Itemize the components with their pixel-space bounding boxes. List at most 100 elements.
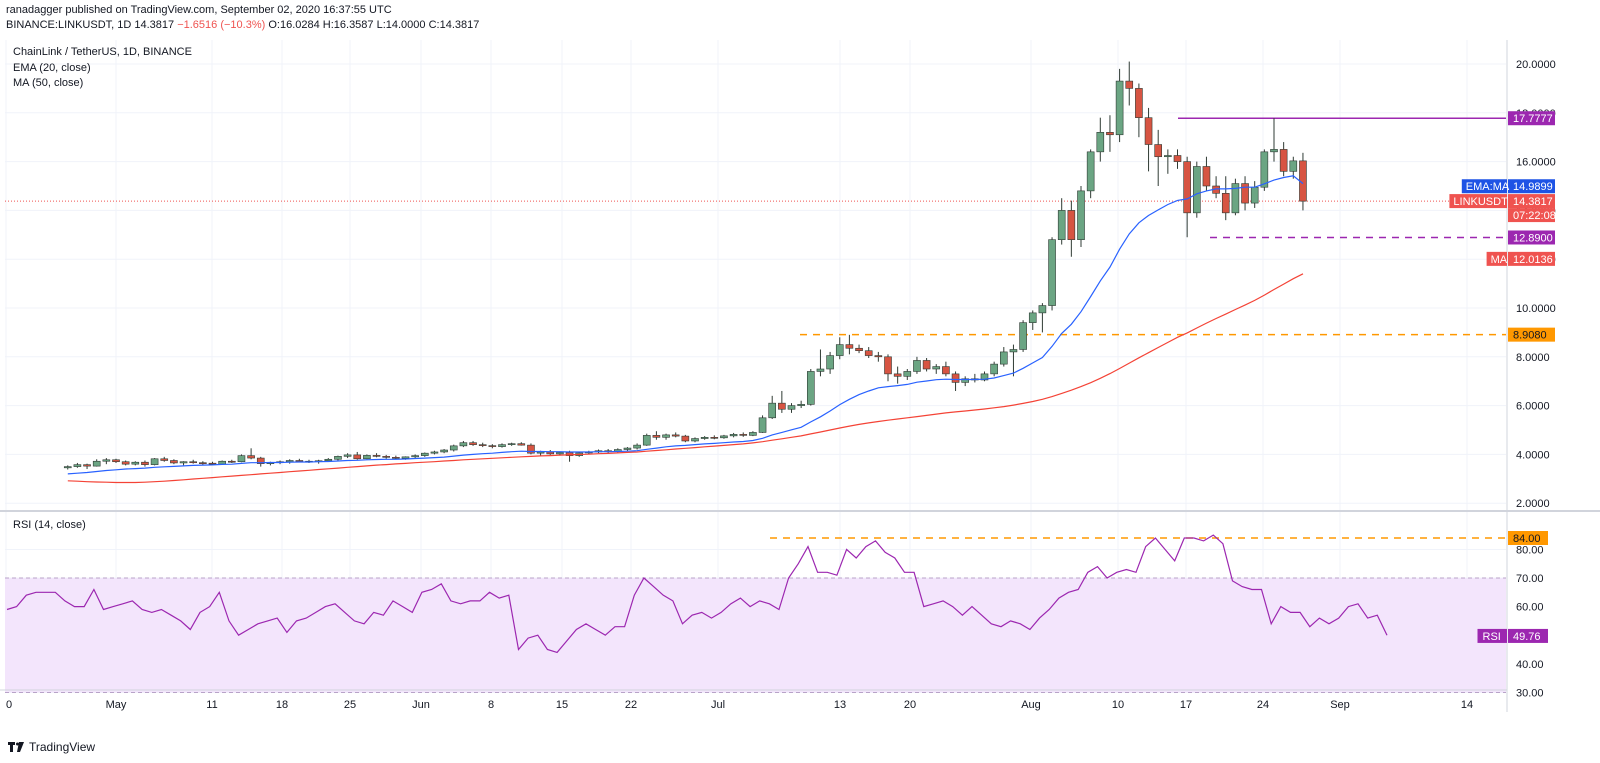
time-label-16: Sep — [1330, 699, 1350, 711]
price-tick-7: 16.0000 — [1516, 157, 1556, 169]
candle-body — [922, 360, 931, 370]
price-change: −1.6516 (−10.3%) — [177, 19, 266, 31]
price-tick-2: 6.0000 — [1516, 401, 1550, 413]
candle-body — [1270, 149, 1278, 153]
candle-body — [392, 457, 400, 459]
candle-body — [334, 456, 342, 460]
candle-body — [691, 438, 699, 442]
candle-body — [845, 344, 854, 349]
candle — [1028, 310, 1037, 330]
candle-body — [469, 442, 477, 445]
candle — [1019, 320, 1027, 352]
candle-body — [961, 378, 970, 383]
candle-body — [430, 451, 439, 454]
candle-body — [642, 435, 651, 446]
rsi-tag-value: 84.00 — [1513, 533, 1541, 545]
candle — [999, 347, 1008, 367]
time-label-0: 0 — [6, 699, 12, 711]
candle-body — [758, 417, 767, 433]
candle-body — [884, 356, 892, 375]
candle — [971, 373, 979, 383]
candle — [913, 356, 921, 374]
candle-body — [83, 464, 91, 467]
time-label-7: 15 — [556, 699, 568, 711]
candle-body — [729, 434, 738, 437]
footer-brand[interactable]: TradingView — [8, 740, 95, 754]
candle — [739, 432, 748, 437]
candle-body — [1057, 210, 1066, 240]
candle-body — [382, 456, 391, 458]
candle — [1183, 156, 1191, 238]
candle-body — [951, 373, 960, 383]
price-tag-value: 14.9899 — [1513, 181, 1553, 193]
candle — [459, 440, 468, 448]
price-tick-3: 8.0000 — [1516, 352, 1550, 364]
candle — [1270, 118, 1278, 162]
candle — [1212, 176, 1220, 199]
candle — [83, 463, 91, 470]
price-tags: 17.777714.9899EMA:MA14.3817LINKUSDT07:22… — [1449, 111, 1556, 643]
rsi-tag-box — [1508, 628, 1548, 643]
candle — [353, 451, 362, 460]
candle — [816, 349, 825, 377]
candle-body — [623, 447, 632, 450]
candle-body — [1038, 305, 1047, 314]
candle-body — [1241, 183, 1249, 204]
candle-body — [893, 373, 902, 377]
price-tag-label: EMA:MA — [1466, 181, 1510, 193]
price-tag-4: 12.0136 MA — [1486, 251, 1555, 266]
candle-body — [1135, 88, 1143, 118]
candle — [758, 415, 767, 433]
candle-body — [363, 455, 371, 460]
candle — [1125, 61, 1134, 106]
time-label-8: 22 — [625, 699, 637, 711]
candle-body — [826, 355, 834, 370]
candle-body — [199, 462, 207, 464]
candle-body — [1260, 151, 1269, 188]
legend-rsi: RSI (14, close) — [13, 519, 86, 531]
candle — [73, 462, 82, 468]
candle-body — [372, 455, 381, 457]
candle-body — [247, 455, 255, 459]
candle — [228, 459, 236, 463]
candle-body — [1202, 166, 1211, 187]
publisher-line: ranadagger published on TradingView.com,… — [6, 4, 392, 16]
candle — [749, 431, 757, 437]
candle-body — [112, 459, 120, 463]
candle-body — [1009, 349, 1018, 353]
candle-body — [980, 373, 989, 381]
candle-body — [1144, 117, 1153, 145]
candle — [92, 459, 101, 467]
candle-body — [295, 460, 304, 462]
price-tick-9: 20.0000 — [1516, 59, 1556, 71]
time-label-9: Jul — [711, 699, 725, 711]
ohlc-line: BINANCE:LINKUSDT, 1D 14.3817 −1.6516 (−1… — [6, 19, 479, 31]
candle — [1135, 83, 1143, 138]
candle-body — [440, 449, 448, 453]
candle — [150, 458, 159, 466]
price-tag-box — [1508, 327, 1555, 342]
candle-body — [478, 444, 487, 446]
candle-body — [324, 458, 333, 462]
candle — [372, 453, 381, 458]
candles — [63, 61, 1307, 470]
candle-body — [179, 461, 188, 464]
candle — [951, 371, 960, 391]
candle — [237, 454, 246, 463]
candle — [835, 337, 844, 360]
indicator-lines — [6, 175, 1388, 654]
candle — [1086, 149, 1095, 199]
price-tag-0: 17.7777 — [1508, 111, 1555, 126]
candle — [903, 369, 912, 380]
candle — [855, 344, 863, 354]
countdown-value: 07:22:08 — [1513, 210, 1556, 222]
candle-body — [864, 350, 873, 356]
candle — [392, 455, 400, 460]
candle — [778, 390, 786, 413]
price-tag-value: 17.7777 — [1513, 113, 1553, 125]
candle — [942, 361, 950, 377]
candle — [1057, 198, 1066, 245]
candle — [527, 443, 535, 455]
